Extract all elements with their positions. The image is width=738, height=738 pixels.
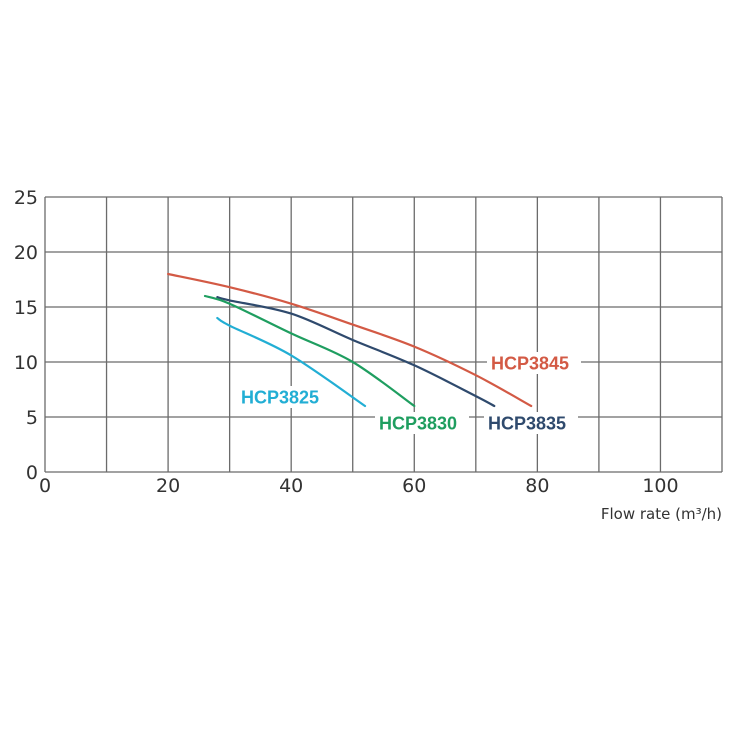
x-tick-label: 100 <box>642 475 678 497</box>
performance-curves <box>166 272 533 408</box>
curve-hcp3845 <box>166 272 533 408</box>
series-label-hcp3835: HCP3835 <box>488 414 566 434</box>
y-tick-label: 20 <box>14 242 38 264</box>
series-label-hcp3830: HCP3830 <box>379 414 457 434</box>
x-tick-label: 60 <box>402 475 426 497</box>
x-axis-label: Flow rate (m³/h) <box>601 505 722 523</box>
series-label-hcp3845: HCP3845 <box>491 354 569 374</box>
label-background <box>487 352 581 374</box>
x-axis-ticks: 0 20 40 60 80 100 <box>39 475 679 497</box>
x-tick-label: 40 <box>279 475 303 497</box>
series-label-hcp3825: HCP3825 <box>241 388 319 408</box>
y-tick-label: 10 <box>14 352 38 374</box>
label-background <box>237 386 331 408</box>
curve-hcp3825 <box>216 316 367 408</box>
curve-hcp3830 <box>203 294 416 408</box>
curve-hcp3835 <box>216 296 496 408</box>
y-tick-label: 15 <box>14 297 38 319</box>
label-background <box>484 412 578 434</box>
y-tick-label: 25 <box>14 187 38 209</box>
x-tick-label: 0 <box>39 475 51 497</box>
series-labels: HCP3845 HCP3835 HCP3830 HCP3825 <box>237 352 581 434</box>
y-tick-label: 5 <box>26 407 38 429</box>
x-tick-label: 20 <box>156 475 180 497</box>
label-background <box>375 412 469 434</box>
y-tick-label: 0 <box>26 462 38 484</box>
y-axis-ticks: 0 5 10 15 20 25 <box>14 187 38 484</box>
x-tick-label: 80 <box>525 475 549 497</box>
